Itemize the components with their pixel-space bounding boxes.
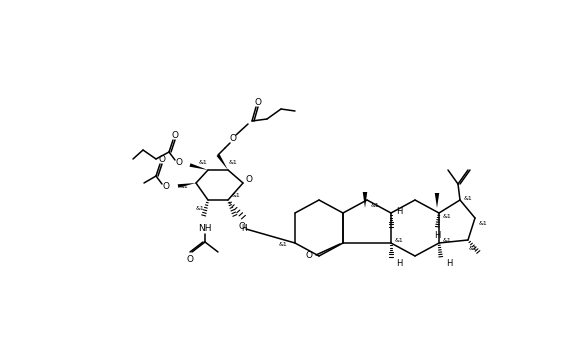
Text: &1: &1 — [443, 213, 452, 218]
Text: O: O — [163, 182, 169, 190]
Text: O: O — [238, 222, 246, 231]
Text: H: H — [446, 258, 452, 267]
Text: &1: &1 — [279, 242, 287, 247]
Text: O: O — [246, 174, 252, 184]
Text: &1: &1 — [232, 193, 240, 198]
Text: NH: NH — [198, 223, 211, 232]
Text: &1: &1 — [479, 221, 488, 226]
Text: O: O — [159, 155, 165, 164]
Text: O: O — [186, 255, 194, 263]
Polygon shape — [190, 163, 208, 170]
Text: H: H — [396, 258, 402, 267]
Text: &1: &1 — [180, 184, 188, 189]
Text: H: H — [396, 207, 402, 216]
Text: &1: &1 — [371, 203, 379, 208]
Text: &1: &1 — [199, 160, 208, 164]
Polygon shape — [363, 192, 367, 208]
Text: O: O — [255, 97, 261, 106]
Text: &1: &1 — [229, 160, 237, 164]
Text: &1: &1 — [468, 246, 477, 251]
Text: &1: &1 — [463, 195, 472, 200]
Polygon shape — [178, 183, 196, 188]
Text: H: H — [241, 223, 247, 232]
Polygon shape — [435, 193, 439, 208]
Text: &1: &1 — [196, 205, 204, 211]
Text: O: O — [306, 251, 312, 260]
Text: H: H — [434, 232, 440, 241]
Text: O: O — [172, 131, 178, 140]
Text: O: O — [176, 158, 182, 166]
Text: &1: &1 — [443, 237, 452, 242]
Text: O: O — [229, 134, 237, 142]
Polygon shape — [217, 154, 228, 170]
Text: &1: &1 — [394, 238, 403, 243]
